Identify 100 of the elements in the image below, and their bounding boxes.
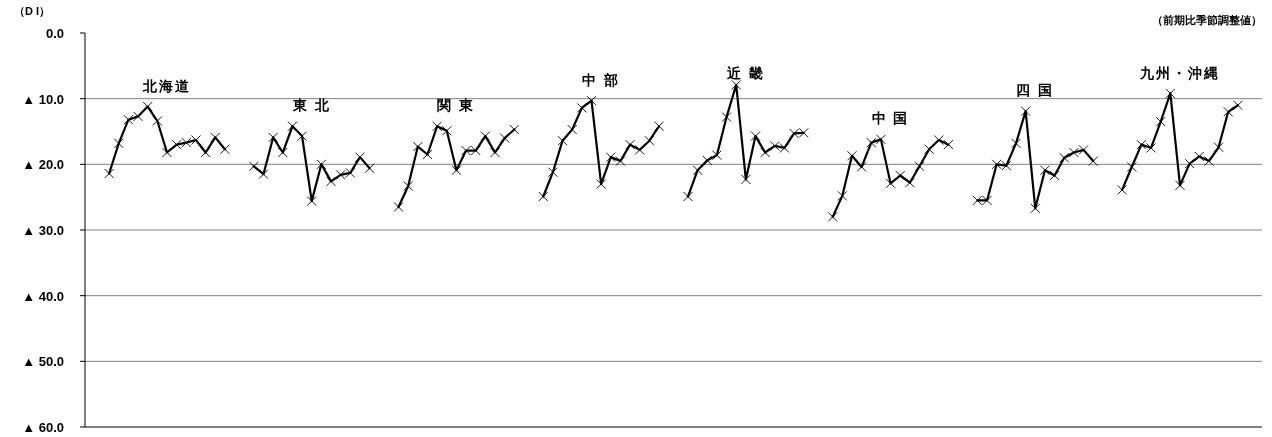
point xyxy=(750,131,761,142)
point xyxy=(702,155,713,166)
y-tick-label: ▲ 10.0 xyxy=(22,91,64,107)
point xyxy=(1020,106,1031,117)
point xyxy=(219,144,230,155)
point xyxy=(200,147,211,158)
point xyxy=(1175,180,1185,191)
point xyxy=(586,95,597,106)
point xyxy=(123,114,134,125)
point xyxy=(277,147,288,158)
point xyxy=(248,161,259,172)
point xyxy=(837,190,848,201)
point xyxy=(1059,152,1070,163)
point xyxy=(615,156,626,166)
point xyxy=(1184,158,1195,169)
point xyxy=(104,168,115,179)
series-label: 中 国 xyxy=(871,110,910,127)
point xyxy=(316,159,327,170)
point xyxy=(866,137,877,148)
point xyxy=(547,167,558,178)
point xyxy=(634,144,645,155)
point xyxy=(557,135,568,146)
point xyxy=(1232,100,1243,111)
point xyxy=(297,131,308,142)
point xyxy=(760,147,771,158)
point xyxy=(847,150,857,161)
point xyxy=(711,150,722,161)
point xyxy=(731,79,742,90)
point xyxy=(1223,106,1234,117)
point xyxy=(827,211,838,222)
point xyxy=(895,170,906,181)
point xyxy=(875,134,886,145)
point xyxy=(1155,116,1166,127)
point xyxy=(856,162,867,172)
point xyxy=(1117,184,1128,195)
point xyxy=(152,116,163,126)
series-label: 北海道 xyxy=(142,77,191,94)
point xyxy=(210,132,221,143)
point xyxy=(113,138,124,149)
point xyxy=(432,121,443,132)
point xyxy=(490,147,500,158)
point xyxy=(625,139,636,150)
point xyxy=(1194,151,1205,162)
series-label: 九州・沖縄 xyxy=(1139,65,1220,81)
point xyxy=(740,174,751,185)
point xyxy=(943,139,954,150)
y-tick-label: 0.0 xyxy=(45,26,64,41)
y-tick-label: ▲ 20.0 xyxy=(22,157,64,173)
series-label: 近 畿 xyxy=(725,65,765,81)
point xyxy=(133,111,144,122)
point xyxy=(499,133,510,144)
point xyxy=(403,181,414,191)
point xyxy=(509,124,520,135)
point xyxy=(683,191,693,202)
series-label: 四 国 xyxy=(1016,82,1055,99)
point xyxy=(692,165,703,176)
point xyxy=(355,152,365,163)
y-tick-label: ▲ 30.0 xyxy=(22,223,64,238)
point xyxy=(480,131,491,142)
point xyxy=(441,125,452,136)
point xyxy=(1165,88,1176,99)
point xyxy=(567,124,578,135)
point xyxy=(914,161,925,172)
point xyxy=(364,163,375,174)
y-axis-title: （D I） xyxy=(13,5,51,18)
point xyxy=(1011,138,1021,149)
point xyxy=(885,178,896,189)
point xyxy=(1136,139,1147,150)
point xyxy=(644,135,655,146)
point xyxy=(268,132,279,143)
point xyxy=(605,152,616,163)
point xyxy=(1049,170,1060,181)
point xyxy=(1088,156,1099,166)
point xyxy=(1126,162,1137,172)
point xyxy=(596,179,607,189)
point xyxy=(1146,142,1156,153)
chart-subtitle: （前期比季節調整値） xyxy=(1152,14,1262,27)
point xyxy=(258,169,269,180)
y-tick-label: ▲ 60.0 xyxy=(22,420,64,435)
point xyxy=(933,135,944,145)
series-label: 中 部 xyxy=(582,71,621,88)
point xyxy=(326,176,336,187)
point xyxy=(451,165,462,176)
point xyxy=(904,177,915,188)
point xyxy=(538,191,549,202)
point xyxy=(1030,203,1041,214)
point xyxy=(721,112,732,122)
point xyxy=(306,196,317,207)
point xyxy=(654,121,664,132)
y-tick-label: ▲ 50.0 xyxy=(22,354,64,370)
series-label: 関 東 xyxy=(437,97,476,114)
point xyxy=(924,144,935,155)
y-tick-label: ▲ 40.0 xyxy=(22,288,64,304)
point xyxy=(1213,142,1224,153)
point xyxy=(142,101,153,112)
point xyxy=(393,202,404,212)
point xyxy=(576,102,587,113)
point xyxy=(162,147,172,158)
series-label: 東 北 xyxy=(291,97,331,114)
point xyxy=(1039,165,1050,176)
